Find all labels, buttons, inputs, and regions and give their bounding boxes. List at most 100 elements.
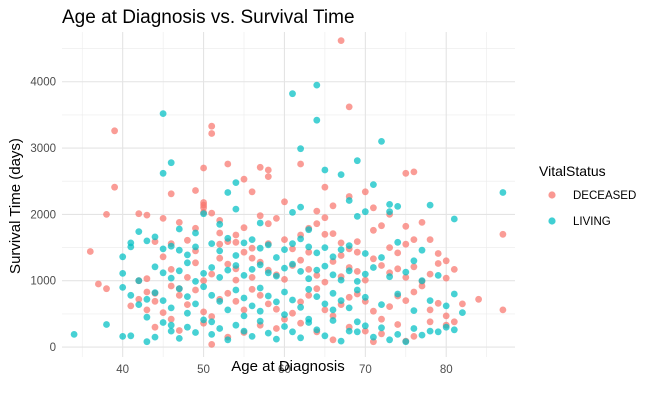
data-point-living [208,264,216,271]
data-point-deceased [402,274,410,281]
data-point-living [418,277,426,285]
y-tick-label: 1000 [30,276,56,288]
data-point-living [297,235,304,243]
data-point-living [370,181,377,189]
data-point-living [345,242,353,250]
data-point-deceased [426,318,434,326]
data-point-deceased [329,202,337,210]
data-point-living [450,290,458,298]
data-point-deceased [313,220,321,228]
data-point-living [370,333,377,341]
data-point-living [313,116,321,124]
data-point-living [224,266,232,274]
data-point-deceased [297,160,304,168]
data-point-living [184,293,191,300]
data-point-deceased [208,341,216,348]
data-point-deceased [394,321,402,328]
data-point-living [264,269,272,277]
data-point-living [248,266,256,273]
data-point-living [426,297,434,304]
data-point-living [313,266,321,274]
data-point-living [143,295,151,303]
data-point-living [159,319,167,326]
data-point-deceased [224,289,232,297]
data-point-living [240,294,248,302]
data-point-living [410,307,418,314]
data-point-living [281,246,288,254]
data-point-living [378,301,385,308]
data-point-deceased [208,209,216,217]
data-point-living [256,284,264,292]
data-point-living [127,243,135,251]
data-point-deceased [248,244,256,252]
data-point-living [192,278,199,285]
data-point-living [119,333,127,340]
data-point-living [329,289,337,297]
data-point-living [167,327,175,335]
data-point-living [175,267,183,275]
data-point-deceased [321,214,329,222]
data-point-living [273,335,280,343]
data-point-living [418,246,426,254]
data-point-living [200,210,208,218]
data-point-deceased [248,274,256,281]
data-point-deceased [297,319,304,327]
data-point-deceased [442,257,450,265]
data-point-deceased [402,240,410,248]
data-point-deceased [208,313,216,320]
data-point-living [313,249,321,257]
data-point-living [434,272,442,279]
data-point-deceased [200,308,208,316]
legend-item-living: LIVING [548,216,611,228]
data-point-living [273,254,280,261]
data-point-deceased [329,258,337,265]
data-point-living [192,300,199,308]
data-point-living [345,267,353,275]
data-point-living [240,239,248,247]
data-point-deceased [442,312,450,320]
data-point-deceased [410,288,418,296]
data-point-deceased [216,240,224,248]
data-point-living [378,254,385,261]
data-point-living [386,336,393,344]
data-point-living [394,238,402,246]
data-point-living [232,179,240,187]
data-point-deceased [216,254,224,262]
legend-item-deceased: DECEASED [548,190,636,202]
data-point-deceased [418,219,426,226]
data-point-living [353,213,361,220]
data-point-deceased [394,265,402,273]
legend-label-deceased: DECEASED [573,190,636,202]
data-point-deceased [256,212,264,220]
data-point-living [361,250,369,257]
data-point-living [224,336,232,344]
data-point-deceased [224,260,232,268]
data-point-deceased [370,255,377,263]
data-point-deceased [313,207,321,215]
y-tick-label: 4000 [30,77,56,89]
data-point-deceased [167,282,175,290]
data-point-living [353,286,361,294]
data-point-deceased [378,222,385,230]
data-point-deceased [200,277,208,285]
data-point-deceased [337,239,345,247]
data-point-deceased [386,303,393,310]
data-point-deceased [321,230,329,238]
legend-label-living: LIVING [573,216,611,228]
data-point-living [426,327,434,335]
data-point-deceased [224,160,232,168]
data-point-deceased [378,315,385,323]
data-point-living [313,326,321,334]
data-point-living [289,209,296,216]
data-point-deceased [264,220,272,228]
data-point-living [224,234,232,242]
data-point-living [248,236,256,244]
data-point-living [248,333,256,340]
data-point-living [200,283,208,291]
data-point-living [175,225,183,233]
data-point-deceased [232,276,240,284]
data-point-living [370,264,377,271]
data-point-deceased [378,330,385,338]
data-point-deceased [426,236,434,244]
data-point-deceased [86,248,94,255]
